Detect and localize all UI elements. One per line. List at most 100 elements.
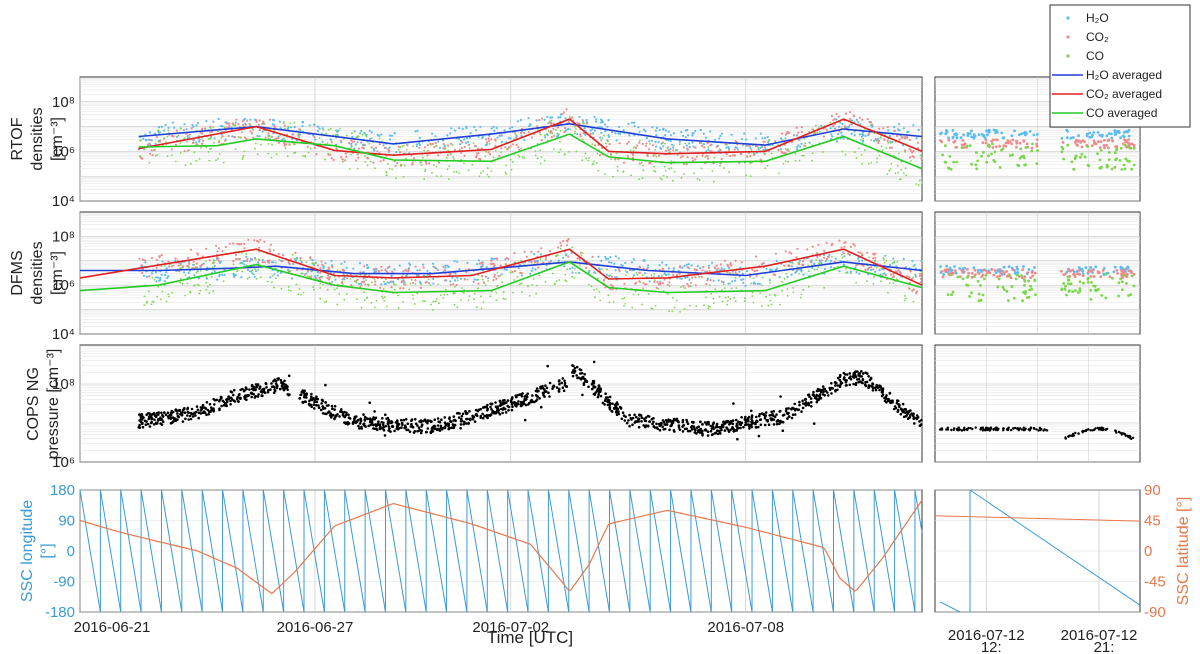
scatter-right-rtof-H2O (986, 133, 989, 137)
scatter-dfms-CO (661, 274, 663, 277)
scatter-dfms-CO (769, 282, 771, 284)
scatter-rtof-CO (769, 144, 771, 147)
scatter-dfms-CO2 (228, 242, 231, 245)
scatter-right-rtof-H2O (977, 133, 981, 137)
scatter-dfms-CO2 (374, 283, 377, 286)
scatter-right-rtof-CO2 (1079, 140, 1082, 144)
scatter-right-dfms-CO2 (1033, 271, 1037, 275)
cops-point (867, 375, 870, 378)
scatter-dfms-CO2 (232, 242, 235, 245)
cops-point (377, 420, 380, 423)
scatter-dfms-CO2 (513, 252, 516, 255)
scatter-dfms-CO (172, 264, 175, 267)
scatter-rtof-CO (867, 162, 870, 165)
scatter-rtof-CO (778, 172, 780, 175)
scatter-rtof-H2O (465, 127, 468, 130)
scatter-rtof-CO (326, 142, 329, 144)
scatter-rtof-CO (193, 141, 195, 144)
scatter-rtof-CO2 (406, 144, 409, 147)
scatter-right-dfms-CO2 (990, 268, 994, 271)
scatter-dfms-H2O (213, 264, 216, 268)
scatter-rtof-CO2 (204, 127, 207, 130)
scatter-rtof-CO2 (509, 145, 512, 148)
scatter-dfms-H2O (155, 280, 158, 283)
scatter-dfms-CO (598, 291, 601, 293)
scatter-rtof-H2O (915, 137, 918, 140)
scatter-dfms-H2O (605, 257, 608, 260)
scatter-rtof-CO (900, 178, 902, 181)
scatter-dfms-CO (815, 259, 817, 261)
scatter-rtof-CO (254, 147, 256, 150)
scatter-dfms-CO (484, 284, 487, 286)
scatter-right-rtof-H2O (1117, 131, 1121, 135)
scatter-dfms-CO (684, 287, 687, 289)
scatter-dfms-CO (914, 273, 916, 276)
cops-point (254, 394, 257, 398)
scatter-rtof-H2O (638, 130, 641, 133)
cops-point (148, 413, 152, 416)
scatter-right-dfms-CO (1023, 284, 1026, 287)
cops-point (320, 402, 323, 405)
scatter-dfms-CO2 (148, 275, 151, 278)
scatter-dfms-CO2 (171, 265, 174, 268)
scatter-dfms-H2O (313, 275, 316, 278)
scatter-right-dfms-CO2 (973, 268, 977, 272)
scatter-rtof-CO (897, 171, 899, 174)
scatter-rtof-CO (388, 167, 391, 170)
scatter-dfms-CO2 (693, 268, 696, 271)
scatter-right-rtof-CO2 (947, 138, 951, 142)
scatter-dfms-CO (157, 285, 160, 288)
scatter-dfms-H2O (765, 267, 768, 270)
cops-point (615, 413, 619, 417)
scatter-dfms-CO2 (327, 274, 330, 277)
scatter-dfms-CO2 (645, 283, 648, 286)
cops-point (860, 375, 864, 378)
scatter-dfms-CO (205, 281, 208, 284)
scatter-dfms-CO2 (443, 269, 446, 272)
scatter-dfms-CO (581, 252, 584, 255)
scatter-rtof-CO (223, 126, 226, 129)
cops-point (848, 372, 852, 375)
scatter-right-rtof-CO2 (1091, 144, 1094, 148)
scatter-right-dfms-CO (1074, 289, 1077, 293)
cops-point (798, 403, 801, 407)
cops-point (770, 410, 773, 414)
cops-point (563, 381, 567, 385)
scatter-right-rtof-CO2 (1074, 138, 1078, 142)
scatter-rtof-H2O (779, 137, 783, 140)
scatter-right-dfms-CO2 (1099, 275, 1103, 279)
scatter-dfms-H2O (392, 280, 395, 283)
scatter-dfms-CO (254, 258, 257, 261)
scatter-dfms-CO (608, 301, 611, 304)
scatter-rtof-CO (544, 134, 546, 137)
cops-point (305, 396, 308, 399)
scatter-rtof-CO (666, 176, 668, 179)
scatter-dfms-H2O (167, 275, 170, 278)
scatter-rtof-H2O (717, 150, 720, 153)
scatter-dfms-CO (402, 283, 405, 286)
scatter-dfms-CO2 (823, 256, 826, 259)
scatter-dfms-H2O (614, 255, 618, 258)
scatter-right-rtof-CO2 (1106, 139, 1110, 143)
scatter-dfms-H2O (416, 269, 419, 272)
scatter-dfms-H2O (163, 273, 167, 277)
scatter-dfms-H2O (343, 260, 346, 263)
scatter-rtof-H2O (467, 140, 470, 143)
scatter-dfms-H2O (358, 262, 362, 265)
scatter-dfms-CO (551, 272, 554, 275)
scatter-rtof-CO (559, 140, 561, 143)
scatter-dfms-CO (382, 297, 384, 300)
cops-point (634, 415, 638, 419)
scatter-rtof-H2O (614, 132, 617, 135)
scatter-rtof-CO2 (394, 164, 397, 167)
cops-point (430, 427, 434, 430)
scatter-rtof-CO2 (477, 147, 480, 150)
scatter-rtof-CO2 (540, 117, 544, 120)
scatter-dfms-CO (411, 294, 414, 296)
scatter-dfms-H2O (331, 280, 334, 283)
scatter-rtof-CO2 (418, 146, 421, 149)
scatter-rtof-CO (900, 160, 903, 163)
scatter-rtof-CO2 (886, 139, 889, 142)
scatter-dfms-H2O (193, 274, 196, 277)
cops-point (248, 388, 251, 391)
